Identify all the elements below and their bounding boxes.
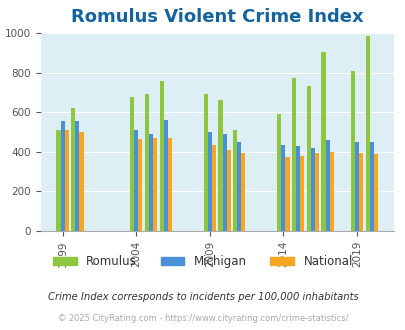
- Bar: [75, 121, 79, 231]
- Bar: [373, 154, 377, 231]
- Bar: [306, 86, 310, 231]
- Bar: [237, 142, 241, 231]
- Bar: [226, 150, 230, 231]
- Bar: [203, 94, 207, 231]
- Bar: [369, 142, 373, 231]
- Bar: [167, 138, 171, 231]
- Bar: [277, 114, 281, 231]
- Bar: [71, 108, 75, 231]
- Bar: [321, 52, 325, 231]
- Bar: [153, 138, 157, 231]
- Bar: [350, 71, 354, 231]
- Bar: [325, 140, 329, 231]
- Bar: [281, 145, 285, 231]
- Bar: [232, 130, 237, 231]
- Bar: [299, 156, 304, 231]
- Bar: [149, 134, 153, 231]
- Bar: [145, 94, 149, 231]
- Title: Romulus Violent Crime Index: Romulus Violent Crime Index: [71, 8, 362, 26]
- Bar: [138, 139, 142, 231]
- Text: © 2025 CityRating.com - https://www.cityrating.com/crime-statistics/: © 2025 CityRating.com - https://www.city…: [58, 314, 347, 323]
- Bar: [364, 36, 369, 231]
- Bar: [241, 153, 245, 231]
- Text: Crime Index corresponds to incidents per 100,000 inhabitants: Crime Index corresponds to incidents per…: [47, 292, 358, 302]
- Bar: [285, 157, 289, 231]
- Bar: [314, 153, 318, 231]
- Bar: [329, 152, 333, 231]
- Bar: [60, 121, 64, 231]
- Bar: [310, 148, 314, 231]
- Bar: [358, 153, 362, 231]
- Bar: [207, 132, 211, 231]
- Bar: [130, 97, 134, 231]
- Bar: [64, 130, 69, 231]
- Bar: [159, 81, 163, 231]
- Bar: [163, 120, 167, 231]
- Bar: [218, 100, 222, 231]
- Bar: [79, 132, 83, 231]
- Bar: [56, 130, 60, 231]
- Bar: [291, 78, 295, 231]
- Legend: Romulus, Michigan, National: Romulus, Michigan, National: [49, 250, 356, 273]
- Bar: [222, 134, 226, 231]
- Bar: [295, 146, 299, 231]
- Bar: [134, 130, 138, 231]
- Bar: [211, 145, 215, 231]
- Bar: [354, 142, 358, 231]
